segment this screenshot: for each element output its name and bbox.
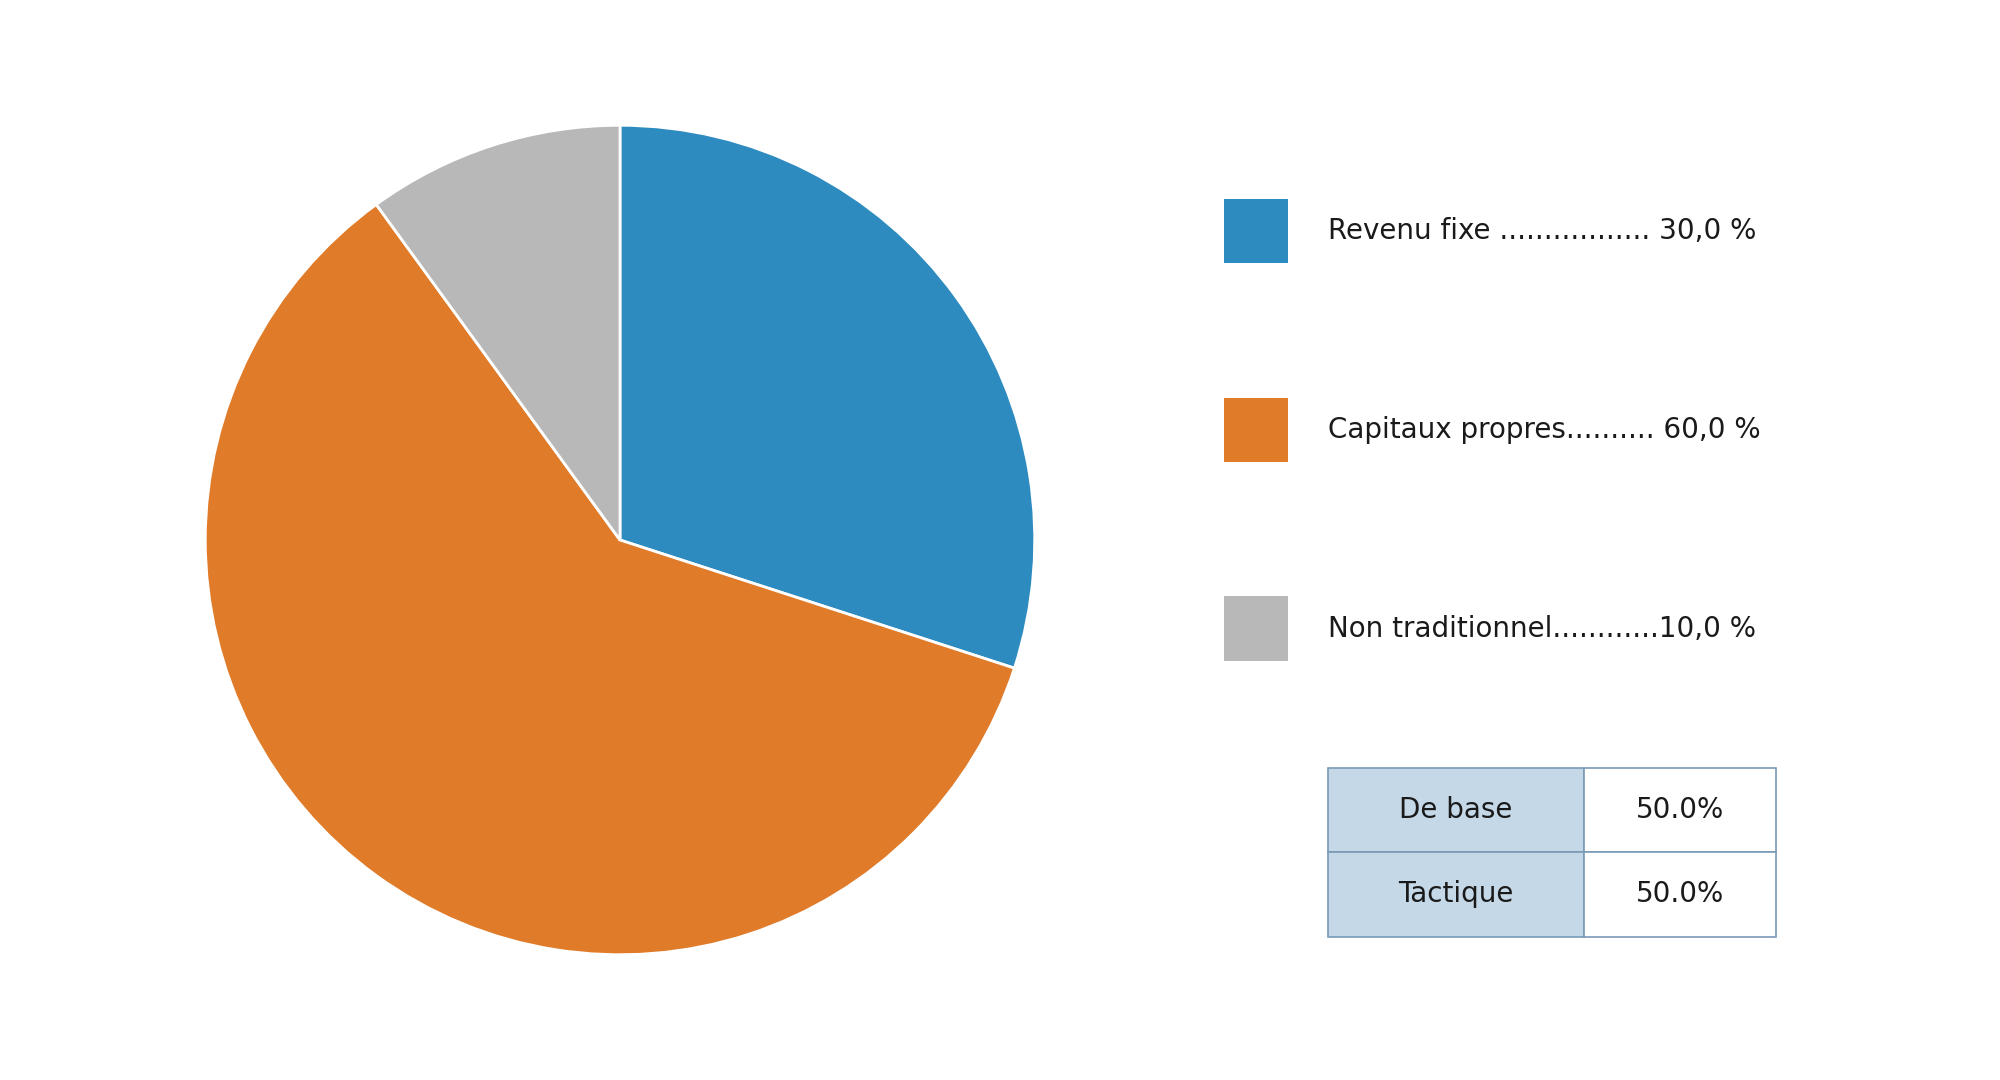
Text: Non traditionnel............10,0 %: Non traditionnel............10,0 % [1328, 615, 1756, 643]
FancyBboxPatch shape [1328, 768, 1584, 852]
FancyBboxPatch shape [1224, 397, 1288, 462]
FancyBboxPatch shape [1584, 852, 1776, 936]
FancyBboxPatch shape [1584, 768, 1776, 852]
Text: De base: De base [1400, 796, 1512, 824]
FancyBboxPatch shape [1224, 596, 1288, 661]
Text: 50.0%: 50.0% [1636, 880, 1724, 908]
Wedge shape [206, 204, 1014, 955]
Text: Tactique: Tactique [1398, 880, 1514, 908]
Text: Revenu fixe ................. 30,0 %: Revenu fixe ................. 30,0 % [1328, 217, 1756, 245]
Text: 50.0%: 50.0% [1636, 796, 1724, 824]
Text: Capitaux propres.......... 60,0 %: Capitaux propres.......... 60,0 % [1328, 416, 1760, 444]
Wedge shape [620, 125, 1034, 669]
FancyBboxPatch shape [1328, 852, 1584, 936]
Wedge shape [376, 125, 620, 540]
FancyBboxPatch shape [1224, 199, 1288, 264]
